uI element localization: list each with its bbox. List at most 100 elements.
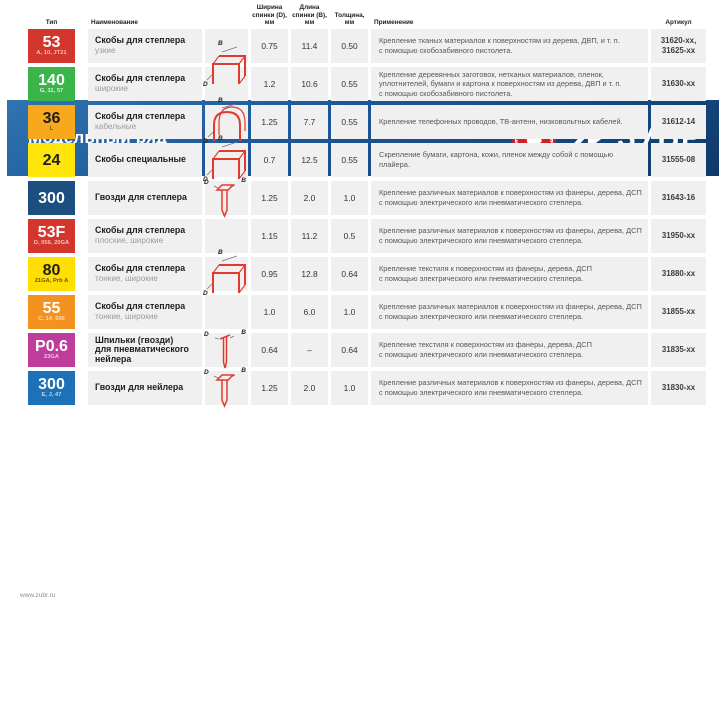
- back-length-value: 12.8: [291, 257, 328, 291]
- table-body: 53 A, 10, JT21 Скобы для степлера узкие …: [28, 29, 706, 405]
- type-subtitle: L: [49, 126, 54, 132]
- type-badge: 80 21GA, Prb A: [28, 257, 75, 291]
- type-badge: P0.6 23GA: [28, 333, 75, 367]
- product-name-qualifier: тонкие, широкие: [95, 312, 158, 322]
- thickness-value: 1.0: [331, 295, 368, 329]
- staple-drawing-cell: [205, 29, 248, 63]
- back-length-value: 11.2: [291, 219, 328, 253]
- staple-drawing-cell: [205, 105, 248, 139]
- article-number: 31630-xx: [661, 78, 696, 88]
- article-number: 31835-xx: [661, 344, 696, 354]
- col-header-back-width: Ширина спинки (D), мм: [252, 4, 287, 27]
- application-text: Крепление различных материалов к поверхн…: [371, 371, 648, 405]
- staple-drawing-cell: [205, 333, 248, 367]
- staple-drawing-cell: [205, 257, 248, 291]
- application-text: Крепление текстиля к поверхностям из фан…: [371, 257, 648, 291]
- product-name-qualifier: широкие: [95, 84, 128, 94]
- type-subtitle: 23GA: [43, 354, 60, 360]
- product-name: Скобы для степлера: [95, 225, 186, 236]
- back-width-value: 1.0: [251, 295, 288, 329]
- table-row: 53F D, 056, 20GA Скобы для степлера плос…: [28, 219, 706, 253]
- type-label: 36: [42, 110, 61, 127]
- table-row: P0.6 23GA Шпильки (гвозди) для пневматич…: [28, 333, 706, 367]
- type-label: 24: [42, 151, 61, 169]
- product-name-qualifier: плоские, широкие: [95, 236, 164, 246]
- table-row: 300 E, J, 47 Гвозди для нейлера 1.25 2.0…: [28, 371, 706, 405]
- article-number: 31855-xx: [661, 306, 696, 316]
- application-text: Крепление деревянных заготовок, нетканых…: [371, 67, 648, 101]
- table-row: 55 C, 14, 606 Скобы для степлера тонкие,…: [28, 295, 706, 329]
- article-number: 31620-xx,: [660, 35, 697, 45]
- application-text: Крепление текстиля к поверхностям из фан…: [371, 333, 648, 367]
- site-url: www.zubr.ru: [20, 592, 56, 599]
- type-badge: 36 L: [28, 105, 75, 139]
- type-subtitle: E, J, 47: [41, 392, 62, 398]
- product-name: Скобы для степлера: [95, 111, 186, 122]
- back-length-value: 2.0: [291, 181, 328, 215]
- article-number: 31880-xx: [661, 268, 696, 278]
- back-width-value: 1.2: [251, 67, 288, 101]
- back-width-value: 0.64: [251, 333, 288, 367]
- type-label: 80: [42, 262, 61, 279]
- application-text: Скрепление бумаги, картона, кожи, пленок…: [371, 143, 648, 177]
- type-badge: 140 G, 11, 57: [28, 67, 75, 101]
- thickness-value: 0.50: [331, 29, 368, 63]
- back-length-value: 12.5: [291, 143, 328, 177]
- product-name-qualifier: тонкие, широкие: [95, 274, 158, 284]
- thickness-value: 0.55: [331, 143, 368, 177]
- staple-drawing-cell: [205, 371, 248, 405]
- back-length-value: 6.0: [291, 295, 328, 329]
- article-number: 31555-08: [661, 154, 696, 164]
- product-name: Гвозди для нейлера: [95, 382, 184, 393]
- product-name-qualifier: узкие: [95, 46, 116, 56]
- product-name: Гвозди для степлера: [95, 192, 187, 203]
- col-header-type: Тип: [45, 19, 58, 27]
- thickness-value: 0.55: [331, 105, 368, 139]
- back-width-value: 1.25: [251, 105, 288, 139]
- type-subtitle: 21GA, Prb A: [34, 278, 69, 284]
- type-badge: 53 A, 10, JT21: [28, 29, 75, 63]
- type-badge: 300 E, J, 47: [28, 371, 75, 405]
- type-subtitle: D, 056, 20GA: [33, 240, 70, 246]
- product-name: Шпильки (гвозди) для пневматического ней…: [95, 334, 189, 364]
- col-header-name: Наименование: [91, 19, 138, 27]
- staple-drawing-cell: [205, 143, 248, 177]
- staple-drawing-cell: [205, 67, 248, 101]
- staple-drawing-cell: [205, 181, 248, 215]
- table-row: 53 A, 10, JT21 Скобы для степлера узкие …: [28, 29, 706, 63]
- back-width-value: 0.95: [251, 257, 288, 291]
- thickness-value: 1.0: [331, 371, 368, 405]
- back-width-value: 1.25: [251, 371, 288, 405]
- application-text: Крепление различных материалов к поверхн…: [371, 219, 648, 253]
- product-name: Скобы специальные: [95, 154, 186, 165]
- article-number: 31830-xx: [661, 382, 696, 392]
- back-length-value: 10.6: [291, 67, 328, 101]
- back-length-value: 2.0: [291, 371, 328, 405]
- back-width-value: 1.25: [251, 181, 288, 215]
- back-length-value: –: [291, 333, 328, 367]
- article-number-2: 31625-xx: [661, 46, 696, 55]
- type-label: 53F: [37, 224, 66, 241]
- table-row: 36 L Скобы для степлера кабельные 1.25 7…: [28, 105, 706, 139]
- thickness-value: 1.0: [331, 181, 368, 215]
- type-label: 300: [38, 376, 65, 393]
- product-name-qualifier: кабельные: [95, 122, 137, 132]
- type-badge: 55 C, 14, 606: [28, 295, 75, 329]
- back-length-value: 11.4: [291, 29, 328, 63]
- article-number: 31643-16: [661, 192, 696, 202]
- application-text: Крепление телефонных проводов, ТВ-антенн…: [371, 105, 648, 139]
- type-badge: 300: [28, 181, 75, 215]
- product-name: Скобы для степлера: [95, 73, 186, 84]
- type-badge: 24: [28, 143, 75, 177]
- table-row: 80 21GA, Prb A Скобы для степлера тонкие…: [28, 257, 706, 291]
- type-label: 140: [38, 72, 65, 89]
- type-subtitle: G, 11, 57: [39, 88, 64, 94]
- staple-drawing-cell: [205, 219, 248, 253]
- application-text: Крепление различных материалов к поверхн…: [371, 181, 648, 215]
- thickness-value: 0.5: [331, 219, 368, 253]
- application-text: Крепление различных материалов к поверхн…: [371, 295, 648, 329]
- type-label: 53: [42, 34, 61, 51]
- staple-drawing-cell: [205, 295, 248, 329]
- back-length-value: 7.7: [291, 105, 328, 139]
